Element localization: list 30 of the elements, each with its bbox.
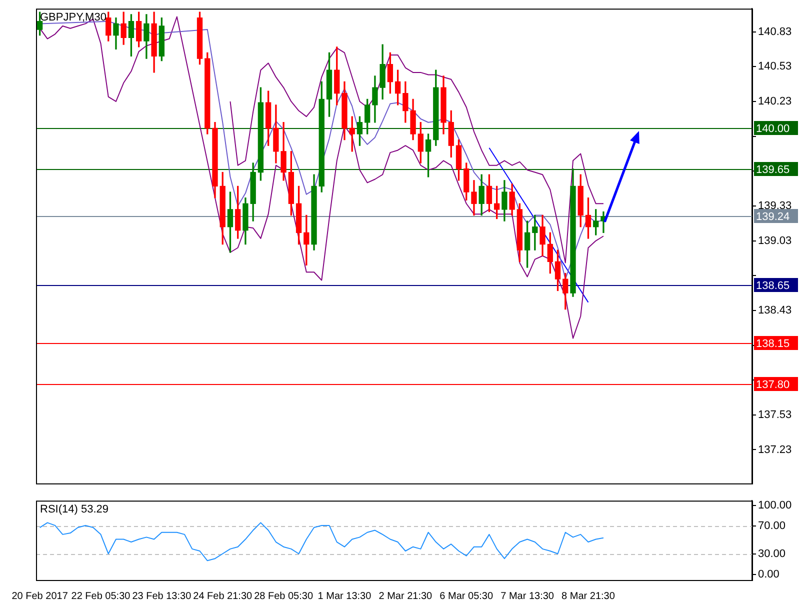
y-tick-label: 100.00 bbox=[758, 499, 792, 512]
x-tick-label: 22 Feb 05:30 bbox=[71, 590, 131, 600]
y-tick-label: 138.43 bbox=[758, 304, 792, 316]
x-tick-label: 7 Mar 13:30 bbox=[500, 590, 554, 600]
x-tick-label: 1 Mar 13:30 bbox=[318, 590, 372, 600]
y-tick-label: 137.53 bbox=[758, 408, 792, 421]
ref-line-label: 138.15 bbox=[756, 338, 790, 350]
x-tick-label: 24 Feb 21:30 bbox=[193, 590, 253, 600]
y-tick-label: 140.23 bbox=[758, 96, 792, 108]
y-tick-label: 0.00 bbox=[758, 568, 780, 581]
y-tick-label: 30.00 bbox=[758, 548, 786, 560]
chart-title: RSI(14) 53.29 bbox=[40, 504, 108, 516]
ref-line-label: 139.24 bbox=[756, 211, 790, 224]
ref-line-label: 137.80 bbox=[756, 379, 790, 392]
x-tick-label: 28 Feb 05:30 bbox=[254, 590, 314, 600]
ref-line-label: 138.65 bbox=[756, 280, 790, 292]
ref-line-label: 139.65 bbox=[756, 164, 790, 176]
x-tick-label: 2 Mar 21:30 bbox=[378, 590, 433, 600]
y-tick-label: 140.53 bbox=[758, 60, 792, 73]
y-tick-label: 70.00 bbox=[758, 520, 786, 532]
x-tick-label: 6 Mar 05:30 bbox=[440, 590, 494, 600]
x-tick-label: 20 Feb 2017 bbox=[12, 590, 68, 600]
y-tick-label: 139.33 bbox=[758, 200, 792, 212]
ref-line-label: 140.00 bbox=[756, 123, 790, 136]
y-tick-label: 137.23 bbox=[758, 444, 792, 456]
y-tick-label: 139.03 bbox=[758, 234, 792, 247]
x-tick-label: 23 Feb 13:30 bbox=[132, 590, 192, 600]
chart-title: GBPJPY,M30 bbox=[40, 12, 106, 24]
y-tick-label: 140.83 bbox=[758, 26, 792, 38]
x-tick-label: 8 Mar 21:30 bbox=[562, 590, 616, 600]
